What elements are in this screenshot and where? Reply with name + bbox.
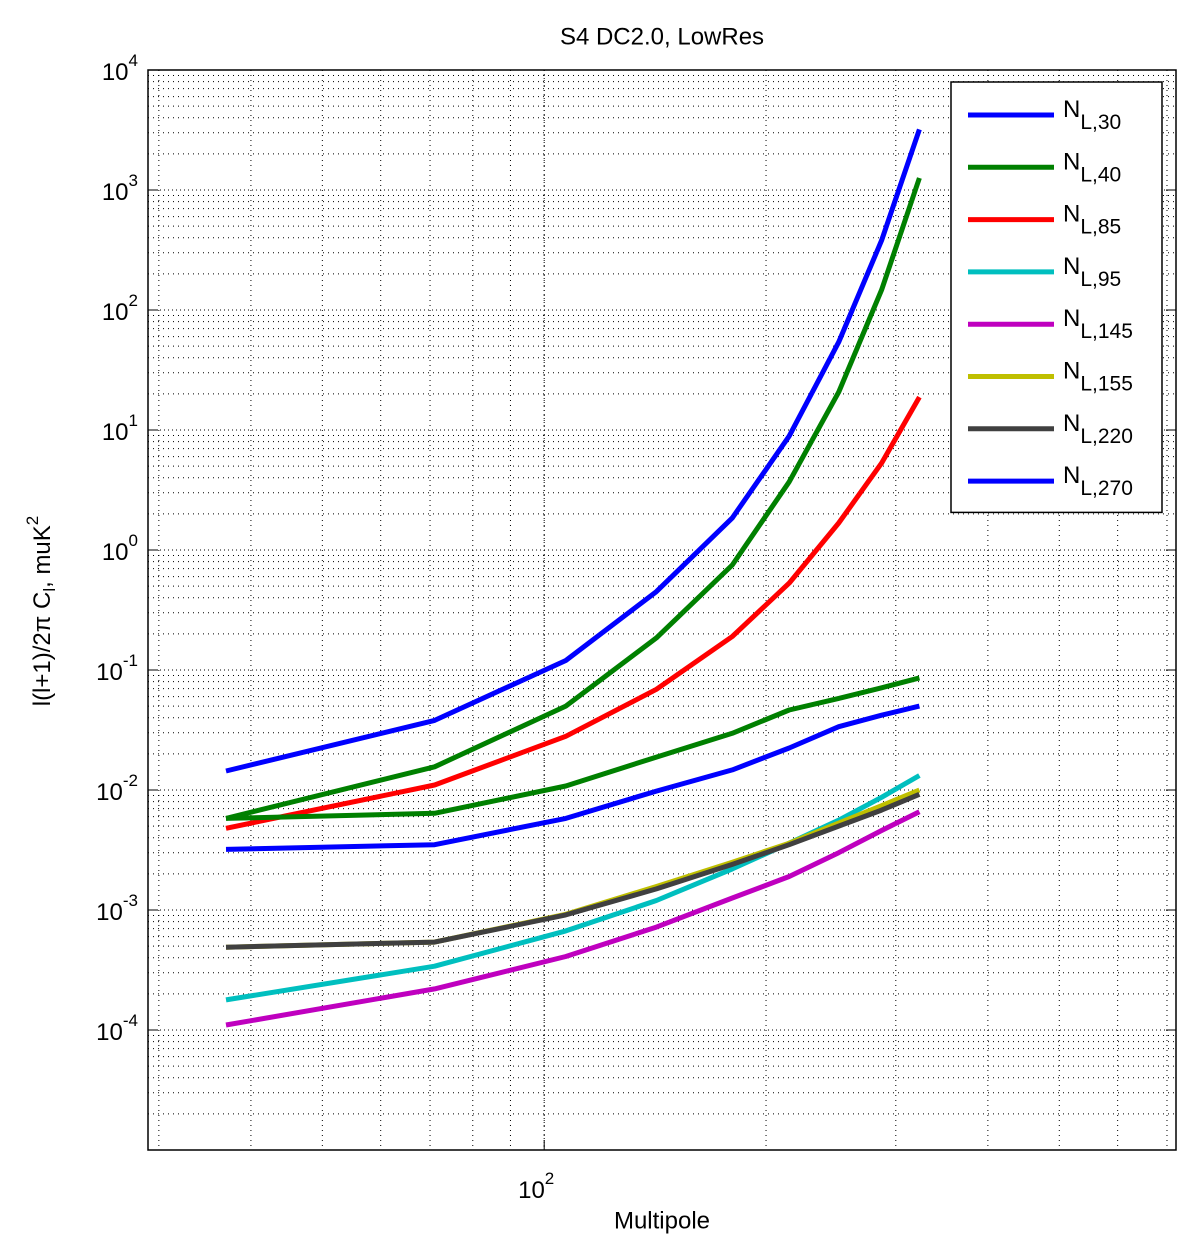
series-line xyxy=(225,773,921,1003)
y-label-sup: 2 xyxy=(23,516,42,525)
series-line xyxy=(225,177,922,821)
legend-label: NL,270 xyxy=(1063,462,1133,499)
y-tick-label: 100 xyxy=(102,531,138,566)
legend-label: NL,155 xyxy=(1063,358,1133,395)
plot-frame xyxy=(147,69,1177,1151)
legend-label: NL,145 xyxy=(1063,306,1133,343)
y-tick-label: 10-1 xyxy=(96,651,138,686)
y-tick-label: 104 xyxy=(102,51,138,86)
y-tick-label: 10-2 xyxy=(96,771,138,806)
legend-label: NL,220 xyxy=(1063,410,1133,447)
y-axis-label: l(l+1)/2π Cl, muK2 xyxy=(23,516,59,707)
series-line xyxy=(225,791,921,950)
y-tick-label: 10-3 xyxy=(96,891,138,926)
legend-box xyxy=(950,81,1163,514)
series-line xyxy=(225,675,921,821)
x-axis-label: Multipole xyxy=(614,1207,710,1234)
legend-label: NL,95 xyxy=(1063,253,1121,290)
y-label-sub: l xyxy=(40,588,59,592)
chart-title: S4 DC2.0, LowRes xyxy=(560,23,764,50)
y-label-part: , muK xyxy=(29,525,56,588)
y-label-part: l(l+1)/2π C xyxy=(29,592,56,707)
series-line xyxy=(225,703,920,852)
y-tick-label: 103 xyxy=(102,171,138,206)
legend-label: NL,40 xyxy=(1063,149,1121,186)
y-tick-label: 101 xyxy=(102,411,138,446)
series-line xyxy=(225,809,921,1028)
y-tick-label: 102 xyxy=(102,291,138,326)
series-line xyxy=(225,395,922,831)
legend-label: NL,85 xyxy=(1063,201,1121,238)
series-line xyxy=(225,128,922,774)
y-tick-label: 10-4 xyxy=(96,1011,138,1046)
legend-label: NL,30 xyxy=(1063,96,1121,133)
x-tick-label: 102 xyxy=(518,1169,554,1204)
